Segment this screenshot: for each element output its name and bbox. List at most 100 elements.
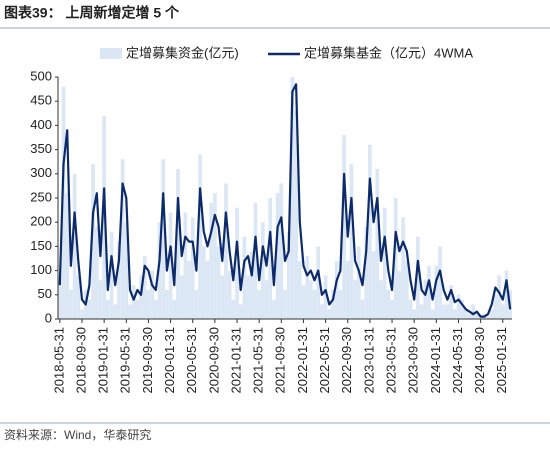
bar — [497, 275, 501, 319]
bar — [58, 275, 62, 319]
bar — [72, 173, 77, 319]
x-tick-label: 2023-09-30 — [406, 327, 421, 394]
bar — [493, 294, 498, 319]
bar — [356, 246, 361, 319]
y-tick-label: 400 — [30, 117, 52, 132]
bar — [146, 289, 151, 319]
x-tick-label: 2021-01-31 — [228, 327, 243, 394]
bar — [94, 227, 99, 319]
bar — [227, 270, 232, 319]
bar — [209, 202, 214, 319]
bar — [153, 299, 158, 319]
x-tick-label: 2019-01-31 — [96, 327, 111, 394]
y-tick-label: 200 — [30, 214, 52, 229]
bar — [464, 309, 468, 319]
bar — [275, 193, 280, 319]
bar — [231, 299, 236, 319]
bar — [183, 212, 188, 319]
bar — [452, 309, 457, 319]
bar — [316, 246, 321, 319]
bar — [375, 168, 380, 319]
bar — [135, 299, 140, 319]
y-tick-label: 0 — [45, 310, 52, 325]
bar — [249, 251, 254, 319]
bar — [117, 241, 121, 319]
bar — [408, 299, 413, 319]
line — [58, 83, 512, 318]
bar — [216, 246, 221, 319]
bar — [438, 246, 442, 319]
bar — [253, 202, 258, 319]
bar — [65, 193, 70, 319]
bar — [423, 280, 428, 319]
legend-swatch — [100, 48, 122, 59]
bar — [105, 299, 110, 319]
bar — [427, 265, 431, 319]
bar — [286, 231, 291, 319]
y-tick-label: 450 — [30, 93, 52, 108]
bar — [69, 289, 73, 319]
bar — [120, 159, 125, 319]
bar — [124, 222, 129, 319]
bar — [404, 260, 409, 319]
bar — [220, 275, 225, 319]
x-tick-label: 2022-01-31 — [295, 327, 310, 394]
bar — [268, 198, 273, 319]
bar — [261, 222, 265, 319]
bar — [80, 309, 84, 319]
bar — [504, 270, 509, 319]
bar — [360, 299, 365, 319]
bar — [91, 164, 95, 319]
x-tick-label: 2023-01-31 — [361, 327, 376, 394]
x-tick-label: 2020-01-31 — [162, 327, 177, 394]
bar — [297, 260, 302, 319]
bar — [257, 289, 262, 319]
bar — [323, 275, 328, 319]
bar — [272, 299, 276, 319]
x-tick-label: 2020-09-30 — [206, 327, 221, 394]
bar — [327, 309, 332, 319]
bar — [342, 135, 346, 319]
bar — [475, 314, 479, 319]
bar — [338, 289, 343, 319]
bar — [331, 289, 335, 319]
bar — [61, 86, 66, 320]
bar — [187, 260, 191, 319]
bar — [364, 227, 369, 319]
x-tick-label: 2019-09-30 — [140, 327, 155, 394]
bar — [349, 164, 354, 319]
bar — [312, 289, 317, 319]
y-tick-label: 150 — [30, 238, 52, 253]
bar — [109, 231, 114, 319]
bar — [371, 251, 376, 319]
bar — [379, 280, 383, 319]
bar — [500, 304, 505, 319]
bar — [305, 256, 309, 319]
bar — [172, 299, 177, 319]
bar — [301, 285, 306, 319]
y-tick-label: 250 — [30, 189, 52, 204]
x-tick-label: 2024-05-31 — [450, 327, 465, 394]
bar — [460, 299, 465, 319]
bar — [416, 236, 420, 319]
bar — [478, 316, 483, 319]
bar — [161, 159, 166, 319]
x-tick-label: 2021-05-31 — [251, 327, 266, 394]
bar — [486, 316, 490, 319]
bar — [238, 304, 243, 319]
bar — [386, 289, 391, 319]
bar — [456, 294, 461, 319]
y-tick-label: 350 — [30, 141, 52, 156]
bar — [430, 309, 435, 319]
x-tick-label: 2024-09-30 — [472, 327, 487, 394]
bar — [489, 309, 494, 319]
bar — [419, 304, 424, 319]
bar — [308, 280, 313, 319]
bar — [390, 299, 394, 319]
bar — [471, 304, 476, 319]
bar — [139, 275, 143, 319]
bar — [320, 304, 324, 319]
bar — [194, 289, 199, 319]
y-tick-label: 300 — [30, 165, 52, 180]
